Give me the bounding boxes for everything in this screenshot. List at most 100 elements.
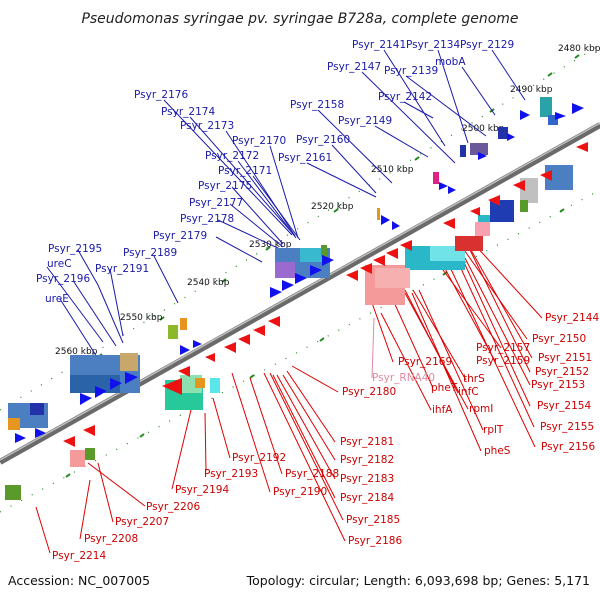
forward-arrow [520,110,530,120]
forward-arrow [507,133,515,141]
genome-summary-text: Topology: circular; Length: 6,093,698 bp… [246,573,590,588]
gene-label: Psyr_2141 [352,39,406,51]
gene-label: Psyr_2208 [84,533,138,545]
gene-label: Psyr_2195 [48,243,102,255]
gene-label: Psyr_2185 [346,514,400,526]
gene-label: mobA [435,56,466,68]
gene-label: Psyr_2149 [338,115,392,127]
reverse-gene-arrows [63,142,588,447]
reverse-arrow [443,218,455,229]
forward-arrow [478,152,487,160]
reverse-arrow [470,207,480,216]
reverse-arrow [513,180,525,191]
reverse-arrow [83,425,95,436]
gene-label: Psyr_2178 [180,213,234,225]
reverse-arrow [346,270,358,281]
reverse-arrow [268,316,280,327]
rna-gene-labels: Psyr_RNA40 [372,372,435,384]
gene-label: Psyr_2161 [278,152,332,164]
gene-label: Psyr_2155 [540,421,594,433]
gene-label: Psyr_2179 [153,230,207,242]
gene-label: Psyr_2157 [476,342,530,354]
forward-arrow [95,386,107,398]
gene-label: Psyr_2150 [532,333,586,345]
reverse-arrow [540,170,552,181]
forward-arrow [572,103,584,114]
gene-label: infC [458,386,479,398]
reverse-arrow [178,366,190,377]
gene-label: Psyr_2196 [36,273,90,285]
gene-label: Psyr_2183 [340,473,394,485]
gene-label: Psyr_2174 [161,106,215,118]
gene-label: Psyr_2194 [175,484,229,496]
forward-arrow [35,428,46,438]
reverse-arrow [162,378,182,395]
top-gene-labels: Psyr_2141 Psyr_2134 Psyr_2129 Psyr_2147 … [36,39,514,305]
reverse-arrow [373,255,385,266]
reverse-arrow [238,334,250,345]
gene-label: Psyr_2181 [340,436,394,448]
forward-arrow [270,287,282,298]
map-title: Pseudomonas syringae pv. syringae B728a,… [81,11,518,27]
forward-arrow [310,265,322,276]
gene-label: Psyr_2151 [538,352,592,364]
gene-label: Psyr_2169 [398,356,452,368]
forward-arrow [15,433,26,443]
gene-label: Psyr_RNA40 [372,372,435,384]
scale-label: 2500 kbp [462,124,505,134]
gene-label: ureE [45,293,69,305]
gene-label: Psyr_2139 [384,65,438,77]
reverse-arrow [224,342,236,353]
forward-arrow [322,255,334,266]
rna-leader-lines [371,317,375,379]
gene-label: Psyr_2152 [535,366,589,378]
gene-label: ihfA [432,404,453,416]
genome-backbone-highlight [0,122,600,461]
forward-arrow [555,112,566,120]
reverse-arrow [386,248,398,259]
scale-label: 2560 kbp [55,347,98,357]
scale-label: 2480 kbp [558,44,600,54]
scale-label: 2540 kbp [187,278,230,288]
forward-arrow [125,372,138,384]
bottom-gene-labels: Psyr_2144 Psyr_2150 Psyr_2157 Psyr_2151 … [52,312,599,562]
gene-label: rpmI [469,403,493,415]
scale-label: 2520 kbp [311,202,354,212]
forward-arrow [193,340,202,348]
genome-backbone [0,122,600,465]
gene-label: ureC [47,258,72,270]
gene-label: Psyr_2154 [537,400,591,412]
gene-label: Psyr_2186 [348,535,402,547]
gene-label: Psyr_2188 [285,468,339,480]
reverse-arrow [400,240,412,251]
gene-label: Psyr_2192 [232,452,286,464]
forward-arrow [80,393,92,405]
forward-arrow [392,221,400,230]
gene-label: Psyr_2147 [327,61,381,73]
gene-label: Psyr_2189 [123,247,177,259]
gene-label: Psyr_2173 [180,120,234,132]
reverse-arrow [576,142,588,152]
forward-arrow [381,215,390,225]
gene-label: Psyr_2159 [476,355,530,367]
gene-label: Psyr_2175 [198,180,252,192]
gene-label: thrS [463,373,485,385]
gene-label: Psyr_2177 [189,197,243,209]
reverse-arrow [253,325,265,336]
scale-label: 2550 kbp [120,313,163,323]
gene-label: Psyr_2171 [218,165,272,177]
forward-arrow [180,345,190,355]
gene-label: rplT [483,424,504,436]
gene-label: pheT [431,382,458,394]
reverse-arrow [488,195,500,206]
gene-label: Psyr_2190 [273,486,327,498]
gene-label: Psyr_2160 [296,134,350,146]
gene-label: Psyr_2180 [342,386,396,398]
scale-label: 2510 kbp [371,165,414,175]
gene-label: Psyr_2206 [146,501,200,513]
gene-label: Psyr_2214 [52,550,106,562]
reverse-arrow [360,263,372,274]
gene-label: Psyr_2184 [340,492,394,504]
gene-label: Psyr_2134 [406,39,460,51]
